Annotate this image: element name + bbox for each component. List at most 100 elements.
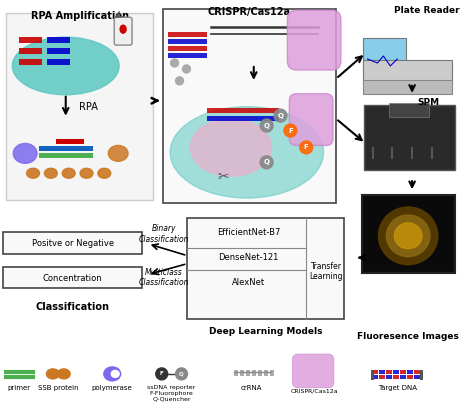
Ellipse shape [191,118,272,176]
FancyBboxPatch shape [3,232,142,254]
FancyBboxPatch shape [187,218,344,319]
Ellipse shape [170,107,324,198]
Text: F: F [160,372,164,377]
FancyBboxPatch shape [393,370,399,374]
Text: SSB protein: SSB protein [38,385,79,391]
FancyBboxPatch shape [168,32,207,37]
FancyBboxPatch shape [414,370,420,374]
FancyBboxPatch shape [39,153,93,158]
Ellipse shape [104,367,121,381]
FancyBboxPatch shape [380,370,385,374]
FancyBboxPatch shape [386,370,392,374]
FancyBboxPatch shape [393,375,399,379]
Text: Positve or Negative: Positve or Negative [32,239,114,248]
FancyBboxPatch shape [47,59,70,65]
FancyBboxPatch shape [246,370,250,376]
Ellipse shape [98,168,111,178]
FancyBboxPatch shape [264,370,268,376]
FancyBboxPatch shape [364,105,455,170]
FancyBboxPatch shape [168,53,207,58]
Ellipse shape [80,168,93,178]
FancyBboxPatch shape [270,370,273,376]
Text: crRNA: crRNA [241,385,263,391]
Text: RPA: RPA [79,102,98,112]
Ellipse shape [46,369,59,379]
Ellipse shape [57,369,70,379]
FancyBboxPatch shape [373,370,378,374]
FancyBboxPatch shape [407,370,413,374]
FancyBboxPatch shape [363,80,452,94]
FancyBboxPatch shape [407,375,413,379]
Text: Q: Q [264,123,270,128]
FancyBboxPatch shape [234,370,238,376]
Text: CRISPR/Cas12a: CRISPR/Cas12a [208,8,291,18]
Text: primer: primer [8,385,31,391]
FancyBboxPatch shape [207,108,279,113]
FancyBboxPatch shape [290,94,333,146]
Ellipse shape [13,143,37,163]
FancyBboxPatch shape [292,354,334,388]
Text: Binary
Classification: Binary Classification [138,224,189,244]
Ellipse shape [175,368,187,380]
FancyBboxPatch shape [363,60,452,84]
Text: Fluoresence Images: Fluoresence Images [357,332,459,341]
FancyBboxPatch shape [207,116,279,121]
FancyBboxPatch shape [6,13,153,200]
FancyBboxPatch shape [362,195,455,273]
Ellipse shape [12,37,119,95]
Ellipse shape [171,59,179,67]
Text: AlexNet: AlexNet [232,278,265,287]
Ellipse shape [108,146,128,161]
Ellipse shape [62,168,75,178]
FancyBboxPatch shape [363,38,406,70]
Ellipse shape [175,77,183,85]
FancyBboxPatch shape [168,39,207,44]
Text: Multiclass
Classification: Multiclass Classification [138,268,189,287]
Text: ssDNA reporter
F-Fluorophore
Q-Quencher: ssDNA reporter F-Fluorophore Q-Quencher [147,385,196,402]
FancyBboxPatch shape [168,46,207,51]
Text: Q: Q [277,113,283,118]
FancyBboxPatch shape [414,375,420,379]
FancyBboxPatch shape [400,370,406,374]
Ellipse shape [182,65,191,73]
FancyBboxPatch shape [3,266,142,289]
Ellipse shape [120,25,126,33]
FancyBboxPatch shape [47,37,70,43]
FancyBboxPatch shape [163,9,336,203]
Text: Q: Q [179,372,184,377]
FancyBboxPatch shape [400,375,406,379]
Ellipse shape [260,119,273,132]
Ellipse shape [284,124,297,137]
Ellipse shape [27,168,39,178]
FancyBboxPatch shape [287,10,341,70]
Text: Deep Learning Models: Deep Learning Models [209,327,322,336]
Ellipse shape [274,109,287,122]
FancyBboxPatch shape [258,370,262,376]
FancyBboxPatch shape [252,370,256,376]
Ellipse shape [386,215,430,257]
FancyBboxPatch shape [47,48,70,54]
FancyBboxPatch shape [371,370,374,380]
Ellipse shape [111,370,119,377]
FancyBboxPatch shape [19,37,42,43]
FancyBboxPatch shape [380,375,385,379]
FancyBboxPatch shape [39,146,93,151]
Ellipse shape [300,141,313,154]
FancyBboxPatch shape [389,103,429,117]
Ellipse shape [394,223,422,249]
FancyBboxPatch shape [373,375,378,379]
Ellipse shape [378,207,438,265]
FancyBboxPatch shape [386,375,392,379]
Text: Q: Q [264,159,270,165]
Text: Target DNA: Target DNA [378,385,417,391]
Text: Plate Reader: Plate Reader [394,6,460,15]
FancyBboxPatch shape [114,17,132,45]
Ellipse shape [156,368,168,380]
Text: Classification: Classification [36,302,109,312]
Text: polymerase: polymerase [92,385,133,391]
FancyBboxPatch shape [420,370,423,380]
FancyBboxPatch shape [240,370,244,376]
Ellipse shape [260,156,273,169]
Text: F: F [304,144,309,151]
Ellipse shape [45,168,57,178]
